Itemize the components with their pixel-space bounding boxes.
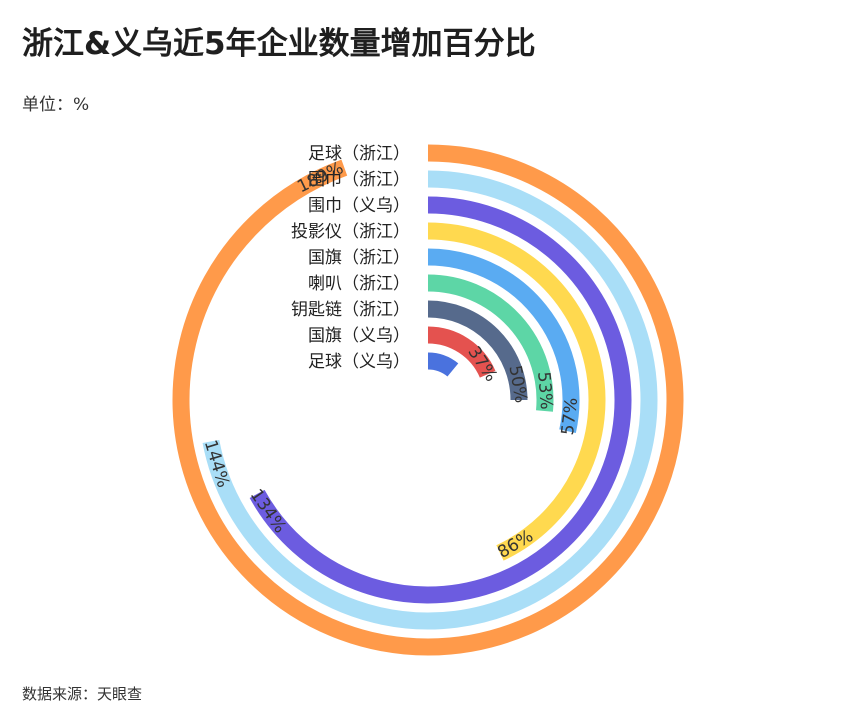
value-label: 57% [558,397,582,437]
bars-group [172,144,684,656]
radial-bar [427,222,606,561]
source-note: 数据来源：天眼查 [22,685,143,703]
category-label: 围巾（浙江） [308,170,410,190]
category-label: 钥匙链（浙江） [291,300,410,320]
category-labels-group: 足球（浙江） 围巾（浙江） 围巾（义乌） 投影仪（浙江） 国旗（浙江） 喇叭（浙江） 钥匙链… [291,144,410,372]
unit-label: 单位：% [22,95,90,115]
radial-bar [427,352,459,377]
category-label: 国旗（浙江） [308,248,410,268]
radial-bar [427,274,554,412]
category-label: 投影仪（浙江） [291,222,410,242]
category-label: 国旗（义乌） [308,326,410,346]
value-label: 50% [504,364,530,405]
radial-bar [202,170,658,630]
radial-bar [427,248,580,434]
value-label: 144% [200,438,233,490]
category-label: 喇叭（浙江） [308,274,410,294]
radial-bar [172,144,684,656]
radial-bar [249,196,632,604]
value-label: 53% [533,371,556,410]
category-label: 围巾（义乌） [308,196,410,216]
category-label: 足球（浙江） [308,144,410,164]
category-label: 足球（义乌） [308,352,410,372]
chart-title: 浙江&义乌近5年企业数量增加百分比 [22,26,536,62]
radial-bar [427,300,528,401]
radial-bar [427,326,496,378]
